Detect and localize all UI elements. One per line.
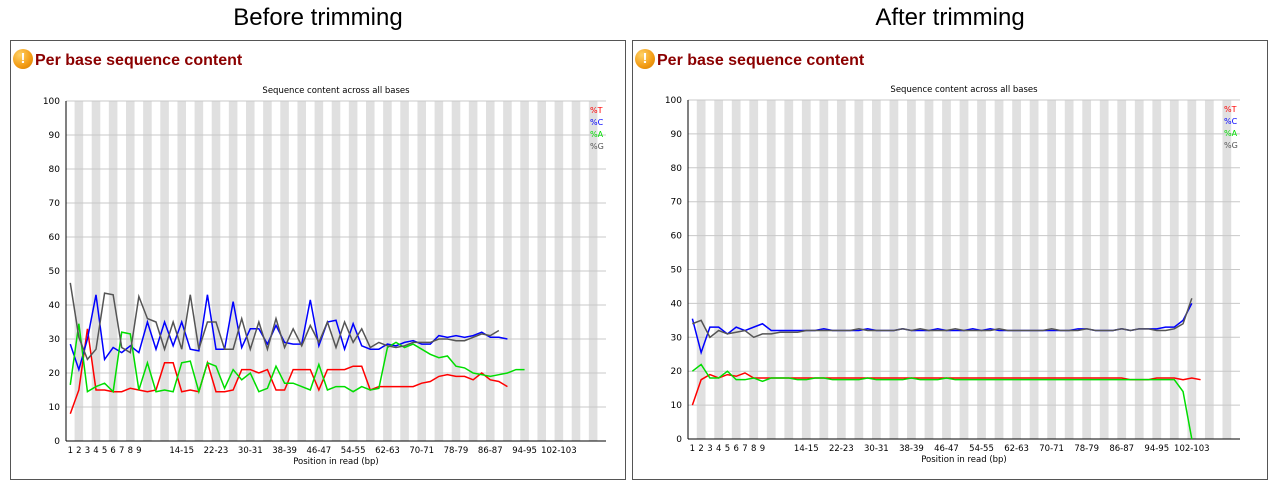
x-tick-label: 7	[119, 446, 124, 456]
x-tick-label: 46-47	[307, 446, 332, 456]
y-tick-label: 100	[665, 96, 682, 106]
x-tick-label: 5	[102, 446, 107, 456]
x-tick-label: 86-87	[478, 446, 503, 456]
x-tick-label: 62-63	[1004, 444, 1029, 454]
after-panel: ! Per base sequence content 0 10 20 30 40 50 6…	[632, 40, 1268, 480]
x-tick-label: 2	[698, 444, 703, 454]
x-tick-label: 86-87	[1109, 444, 1134, 454]
x-tick-label: 8	[128, 446, 133, 456]
x-tick-label: 22-23	[829, 444, 854, 454]
before-chart: 0 10 20 30 40 50 60 70 80 90 100 1 2 3 4 5 6 7 8 9 14-15 22-2…	[43, 86, 606, 467]
y-tick-label: 60	[671, 232, 683, 242]
x-tick-label: 38-39	[899, 444, 924, 454]
y-tick-label: 50	[49, 267, 61, 277]
legend-entry: %C	[590, 118, 604, 127]
y-tick-label: 100	[43, 97, 60, 107]
y-tick-label: 90	[49, 131, 61, 141]
x-tick-label: 4	[716, 444, 721, 454]
y-tick-label: 80	[671, 164, 683, 174]
x-tick-label: 1	[68, 446, 73, 456]
series-line	[69, 294, 508, 373]
y-tick-label: 60	[49, 233, 61, 243]
y-tick-label: 30	[49, 335, 61, 345]
y-tick-label: 0	[54, 437, 60, 447]
series-line	[69, 282, 500, 361]
series-line	[691, 363, 1193, 440]
y-tick-label: 20	[671, 367, 683, 377]
x-tick-label: 3	[85, 446, 90, 456]
y-tick-label: 80	[49, 165, 61, 175]
x-tick-label: 78-79	[444, 446, 469, 456]
y-tick-label: 20	[49, 369, 61, 379]
x-tick-label: 62-63	[375, 446, 400, 456]
y-tick-label: 40	[49, 301, 61, 311]
legend-entry: %A	[590, 130, 604, 139]
legend-entry: %C	[1224, 117, 1238, 126]
x-tick-label: 38-39	[272, 446, 297, 456]
x-tick-label: 30-31	[238, 446, 263, 456]
x-tick-label: 70-71	[1039, 444, 1064, 454]
x-tick-label: 22-23	[204, 446, 229, 456]
x-tick-label: 14-15	[169, 446, 194, 456]
legend-entry: %G	[1224, 141, 1238, 150]
legend-entry: %G	[590, 142, 604, 151]
chart-title: Sequence content across all bases	[890, 85, 1038, 95]
x-tick-label: 1	[690, 444, 695, 454]
x-tick-label: 5	[725, 444, 730, 454]
series-line	[692, 298, 1193, 339]
legend-entry: %T	[590, 106, 603, 115]
x-tick-label: 78-79	[1074, 444, 1099, 454]
x-tick-label: 54-55	[969, 444, 994, 454]
x-tick-label: 14-15	[794, 444, 819, 454]
x-tick-label: 9	[760, 444, 765, 454]
x-tick-label: 102-103	[541, 446, 577, 456]
y-tick-label: 30	[671, 333, 683, 343]
y-tick-label: 70	[671, 198, 683, 208]
warning-icon: !	[635, 49, 655, 69]
x-tick-label: 9	[136, 446, 141, 456]
x-tick-label: 94-95	[512, 446, 537, 456]
y-tick-label: 90	[671, 130, 683, 140]
x-axis-label: Position in read (bp)	[921, 455, 1007, 465]
x-tick-label: 70-71	[409, 446, 434, 456]
before-panel: ! Per base sequence content 0 10 20 30 40 50 6…	[10, 40, 626, 480]
legend-entry: %T	[1224, 105, 1237, 114]
x-tick-label: 46-47	[934, 444, 959, 454]
after-trimming-heading: After trimming	[875, 4, 1025, 31]
x-axis-label: Position in read (bp)	[293, 457, 379, 467]
warning-icon: !	[13, 49, 33, 69]
x-tick-label: 54-55	[341, 446, 366, 456]
y-tick-label: 10	[671, 401, 683, 411]
panel-title: Per base sequence content	[657, 52, 865, 69]
x-tick-label: 4	[93, 446, 98, 456]
x-tick-label: 94-95	[1144, 444, 1169, 454]
x-tick-label: 3	[707, 444, 712, 454]
y-tick-label: 10	[49, 403, 61, 413]
x-tick-label: 8	[751, 444, 756, 454]
x-tick-label: 2	[76, 446, 81, 456]
panel-title: Per base sequence content	[35, 52, 243, 69]
series-line	[69, 323, 525, 395]
x-tick-label: 7	[742, 444, 747, 454]
before-trimming-heading: Before trimming	[233, 4, 403, 31]
y-tick-label: 70	[49, 199, 61, 209]
x-tick-label: 30-31	[864, 444, 889, 454]
x-tick-label: 6	[110, 446, 115, 456]
y-tick-label: 40	[671, 299, 683, 309]
y-tick-label: 50	[671, 266, 683, 276]
chart-title: Sequence content across all bases	[262, 86, 410, 96]
x-tick-label: 102-103	[1174, 444, 1210, 454]
after-chart: 0 10 20 30 40 50 60 70 80 90 100 1 2 3 4 5 6 7 8 9 14-15 22-2…	[665, 85, 1240, 465]
x-tick-label: 6	[733, 444, 738, 454]
y-tick-label: 0	[676, 435, 682, 445]
series-line	[69, 328, 508, 415]
legend-entry: %A	[1224, 129, 1238, 138]
